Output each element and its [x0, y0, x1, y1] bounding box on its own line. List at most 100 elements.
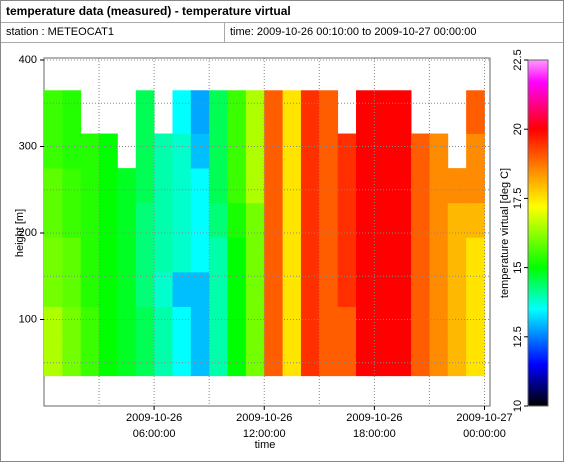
cell [245, 168, 265, 204]
cell [227, 306, 247, 342]
cell [117, 306, 137, 342]
cell [190, 271, 210, 307]
cell [80, 237, 100, 273]
cell [300, 90, 320, 134]
cell [264, 237, 284, 273]
cell [117, 341, 137, 377]
cell [245, 133, 265, 169]
x-axis-label: time [255, 439, 276, 451]
cell [411, 306, 430, 342]
cell [135, 168, 155, 204]
cell [282, 133, 302, 169]
cell [245, 202, 265, 238]
cell [374, 133, 394, 169]
cell [135, 306, 155, 342]
cell [264, 133, 284, 169]
cell [447, 341, 467, 377]
cell [62, 306, 82, 342]
cell [62, 168, 82, 204]
cell [264, 168, 284, 204]
cell [172, 133, 192, 169]
cell [356, 237, 375, 273]
cell [44, 133, 63, 169]
cell [154, 237, 173, 273]
y-tick-label: 300 [19, 140, 37, 152]
cell [117, 237, 137, 273]
cell [227, 133, 247, 169]
cell [319, 90, 339, 134]
cell [356, 271, 375, 307]
y-tick-label: 100 [19, 313, 37, 325]
colorbar-tick-label: 22.5 [512, 49, 524, 70]
cell [99, 341, 118, 377]
cell [99, 306, 118, 342]
cell [80, 306, 100, 342]
cell [190, 341, 210, 377]
cell [99, 237, 118, 273]
cell [154, 341, 173, 377]
cell [429, 271, 449, 307]
cell [117, 271, 137, 307]
cell [190, 202, 210, 238]
cell [300, 341, 320, 377]
cell [319, 133, 339, 169]
cell [466, 133, 485, 169]
cell [44, 271, 63, 307]
cell [356, 133, 375, 169]
cell [154, 271, 173, 307]
cell [466, 168, 485, 204]
cell [282, 271, 302, 307]
cell [44, 306, 63, 342]
cell [172, 237, 192, 273]
cell [300, 306, 320, 342]
cell [209, 133, 228, 169]
cell [245, 306, 265, 342]
colorbar-tick-label: 12.5 [512, 326, 524, 347]
cell [466, 341, 485, 377]
cell [227, 168, 247, 204]
title: temperature data (measured) - temperatur… [6, 4, 291, 18]
cell [135, 271, 155, 307]
cell [172, 90, 192, 134]
cell [447, 168, 467, 204]
cell [209, 341, 228, 377]
cell [135, 341, 155, 377]
cell [44, 90, 63, 134]
cell [80, 271, 100, 307]
cell [264, 90, 284, 134]
cell [411, 202, 430, 238]
cell [190, 168, 210, 204]
cell [62, 341, 82, 377]
cell [264, 271, 284, 307]
cell [190, 90, 210, 134]
cell [392, 90, 412, 134]
colorbar-tick-label: 20 [512, 123, 524, 135]
cell [374, 202, 394, 238]
cell [62, 90, 82, 134]
cell [264, 306, 284, 342]
cell [374, 90, 394, 134]
cell [227, 202, 247, 238]
cell [374, 168, 394, 204]
cell [99, 202, 118, 238]
cell [392, 133, 412, 169]
cell [337, 341, 357, 377]
cell [392, 271, 412, 307]
cell [282, 168, 302, 204]
cell [62, 202, 82, 238]
cell [209, 271, 228, 307]
cell [300, 271, 320, 307]
cell [429, 341, 449, 377]
cell [392, 168, 412, 204]
cell [447, 202, 467, 238]
cell [392, 306, 412, 342]
cell [117, 202, 137, 238]
cell [392, 202, 412, 238]
colorbar [527, 59, 549, 407]
cell [245, 90, 265, 134]
cell [411, 237, 430, 273]
cell [80, 202, 100, 238]
cell [466, 90, 485, 134]
cell [172, 168, 192, 204]
